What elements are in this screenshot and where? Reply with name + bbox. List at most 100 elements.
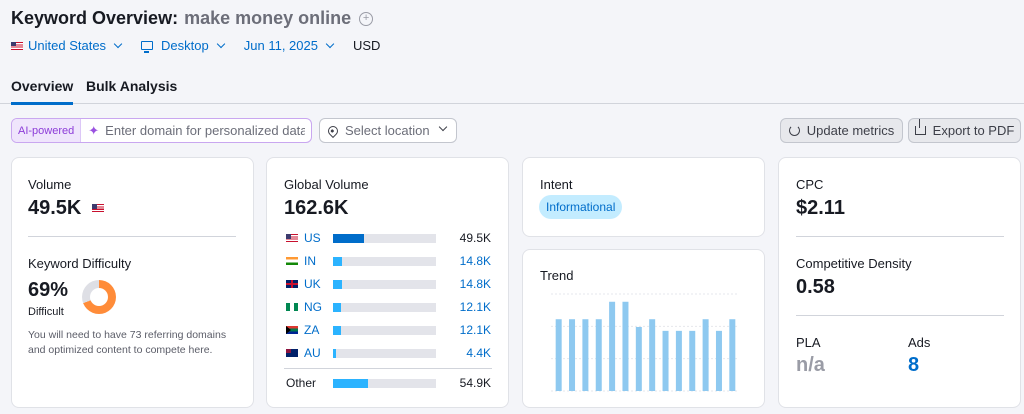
trend-bar[interactable] [729,319,736,391]
country-row-za[interactable]: ZA 12.1K [267,322,508,338]
date-dropdown[interactable]: Jun 11, 2025 [244,38,335,53]
country-volume: 12.1K [459,300,491,314]
chevron-down-icon [113,39,123,48]
intent-card: Intent Informational [522,157,765,237]
pla-label: PLA [796,335,821,350]
add-circle-icon[interactable]: + [359,11,374,26]
difficulty-note: You will need to have 73 referring domai… [28,329,227,356]
country-row-us[interactable]: US 49.5K [267,230,508,246]
location-pin-icon [325,123,341,138]
divider [28,236,236,237]
volume-bar-fill [333,378,369,388]
currency-label: USD [352,38,381,53]
za-flag-icon [286,326,298,334]
difficulty-label: Keyword Difficulty [28,256,132,271]
volume-bar [333,378,436,388]
export-pdf-button[interactable]: Export to PDF [908,118,1021,143]
trend-chart [551,293,738,392]
volume-value: 49.5K [28,197,82,219]
country-code: US [304,231,321,245]
desktop-icon [141,41,154,53]
page-header: Keyword Overview: make money online + [11,8,374,29]
country-volume: 14.8K [459,277,491,291]
export-icon [914,119,926,135]
country-dropdown[interactable]: United States [11,38,123,53]
country-row-au[interactable]: AU 4.4K [267,345,508,361]
competitive-density-value: 0.58 [796,276,835,298]
uk-flag-icon [286,280,298,288]
us-flag-icon [92,204,104,212]
country-volume: 4.4K [466,346,491,360]
volume-bar [333,256,436,266]
trend-bar[interactable] [649,319,656,391]
difficulty-value: 69% [28,279,69,301]
sparkle-icon: ✦ [88,122,100,138]
ng-flag-icon [286,303,298,311]
difficulty-level: Difficult [28,306,64,318]
trend-bar[interactable] [555,319,562,391]
volume-bar [333,348,436,358]
keyword-title: make money online [184,8,352,28]
domain-input[interactable] [105,123,306,138]
volume-bar [333,325,436,335]
chevron-down-icon [325,39,335,48]
volume-bar-fill [333,256,343,266]
divider [796,236,1004,237]
country-row-uk[interactable]: UK 14.8K [267,276,508,292]
volume-bar-fill [333,348,336,358]
trend-bar[interactable] [702,319,709,391]
export-pdf-label: Export to PDF [932,123,1015,138]
country-row-ng[interactable]: NG 12.1K [267,299,508,315]
refresh-icon [788,125,800,136]
volume-bar-fill [333,302,341,312]
ads-label: Ads [908,335,931,350]
trend-label: Trend [540,268,574,283]
intent-badge: Informational [539,195,623,219]
tab-bulk-analysis[interactable]: Bulk Analysis [86,78,178,94]
volume-bar-fill [333,279,343,289]
trend-bar[interactable] [689,330,696,391]
country-label: United States [28,38,107,53]
country-code: AU [304,346,321,360]
country-row-in[interactable]: IN 14.8K [267,253,508,269]
volume-bar [333,233,436,243]
trend-bar[interactable] [675,330,682,391]
update-metrics-button[interactable]: Update metrics [780,118,903,143]
divider [796,315,1004,316]
country-code: NG [304,300,322,314]
device-dropdown[interactable]: Desktop [141,38,225,53]
cpc-value: $2.11 [796,197,845,219]
tab-overview[interactable]: Overview [11,78,74,105]
trend-bar[interactable] [569,319,576,391]
intent-label: Intent [540,177,573,192]
us-flag-icon [286,234,298,242]
country-volume: 14.8K [459,254,491,268]
page-title: Keyword Overview: [11,8,179,28]
cpc-card: CPC $2.11 Competitive Density 0.58 PLA n… [778,157,1021,408]
trend-bar[interactable] [609,301,616,391]
difficulty-donut [82,280,116,314]
device-label: Desktop [161,38,209,53]
global-volume-value: 162.6K [284,197,349,219]
us-flag-icon [11,41,23,50]
country-code: IN [304,254,316,268]
trend-bar[interactable] [715,330,722,391]
trend-bar[interactable] [595,319,602,391]
location-select[interactable]: Select location [319,118,457,143]
global-volume-card: Global Volume 162.6K US 49.5K IN 14.8K U… [266,157,509,408]
au-flag-icon [286,349,298,357]
trend-bar[interactable] [662,330,669,391]
ai-powered-badge: AI-powered [12,119,82,142]
chevron-down-icon [438,122,448,132]
volume-bar [333,302,436,312]
country-code: ZA [304,323,320,337]
other-volume: 54.9K [459,376,491,390]
trend-bar[interactable] [582,319,589,391]
pla-value: n/a [796,354,825,376]
trend-bar[interactable] [622,301,629,391]
trend-bar[interactable] [635,326,642,391]
volume-bar-fill [333,233,364,243]
location-placeholder: Select location [345,123,430,138]
update-metrics-label: Update metrics [806,123,895,138]
chevron-down-icon [216,39,225,48]
